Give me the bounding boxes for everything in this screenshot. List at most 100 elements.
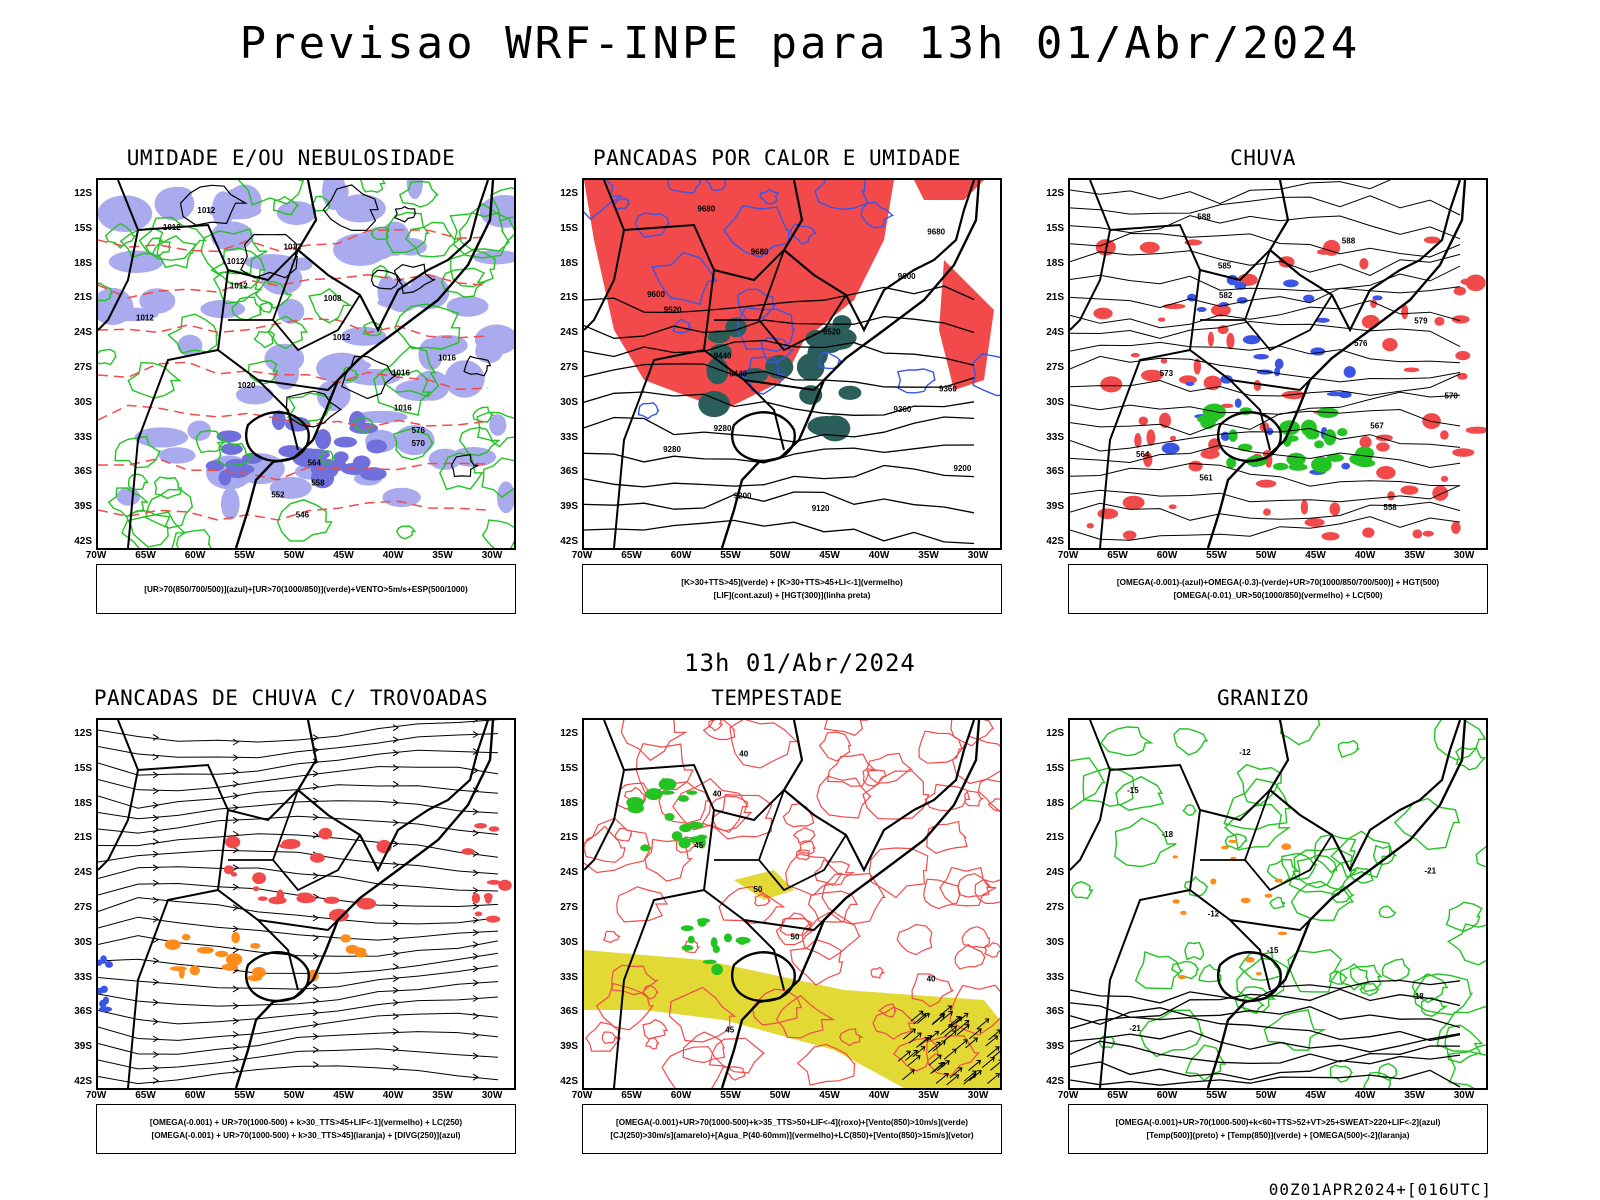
streamline-arrow bbox=[392, 919, 399, 927]
contour-label: 1012 bbox=[197, 206, 215, 215]
border-line bbox=[782, 180, 976, 333]
wind-850-area-patch bbox=[681, 944, 694, 951]
streamline-arrow bbox=[472, 941, 479, 948]
jet-stream-yellow bbox=[734, 870, 794, 900]
convective-area-patch bbox=[838, 385, 862, 400]
thunderstorm-area-red-patch bbox=[257, 896, 268, 901]
lifted-index-contours-contour bbox=[705, 180, 726, 192]
streamline-arrow bbox=[392, 999, 399, 1007]
contour-label: 561 bbox=[1199, 474, 1213, 483]
humidity-low-levels-contour bbox=[127, 473, 149, 491]
legend-box: [OMEGA(-0.001)-(azul)+OMEGA(-0.3)-(verde… bbox=[1068, 564, 1488, 614]
geopotential-height-500-line bbox=[1070, 300, 1461, 329]
rain-area-red-patch bbox=[1432, 485, 1449, 501]
legend-line: [LIF](cont.azul) + [HGT(300)](linha pret… bbox=[713, 591, 871, 600]
contour-label: 582 bbox=[1219, 291, 1233, 300]
lon-tick-label: 35W bbox=[1404, 1090, 1425, 1101]
humidity-high-levels-patch bbox=[139, 288, 176, 314]
humidity-high-levels-patch bbox=[473, 249, 514, 265]
rain-area-blue-patch bbox=[1234, 398, 1242, 408]
humidity-high-levels-patch bbox=[276, 201, 317, 226]
humidity-high-levels-patch bbox=[479, 195, 514, 228]
humidity-core-patch bbox=[333, 451, 349, 463]
rain-area-red-patch bbox=[1440, 430, 1449, 440]
map-pancadas-calor: 9680 9680 9680 9600 9600 9520 9520 9440 9440 9360… bbox=[582, 178, 1002, 550]
streamline-arrow bbox=[152, 896, 159, 904]
lon-tick-label: 50W bbox=[1255, 550, 1277, 561]
rain-area-blue-patch bbox=[1185, 381, 1195, 387]
humidity-low-levels-contour bbox=[153, 476, 183, 500]
lon-tick-label: 55W bbox=[1206, 550, 1227, 561]
contour-label: 40 bbox=[713, 790, 722, 799]
precipitable-water-contours-contour bbox=[614, 827, 633, 842]
panel-title: CHUVA bbox=[1230, 146, 1296, 170]
wind-850-area-patch bbox=[626, 796, 644, 808]
contour-label: -18 bbox=[1412, 992, 1424, 1001]
precipitable-water-contours-contour bbox=[964, 790, 985, 807]
temperature-850-contours-contour bbox=[1475, 845, 1486, 868]
rain-area-red-patch bbox=[1157, 317, 1166, 322]
precipitable-water-contours-contour bbox=[595, 982, 655, 1031]
thunderstorm-area-red-patch bbox=[483, 893, 493, 900]
lon-tick-label: 70W bbox=[85, 550, 107, 561]
wind-850-area-patch bbox=[658, 790, 675, 795]
precipitable-water-contours-contour bbox=[708, 720, 724, 732]
lon-tick-label: 60W bbox=[670, 1090, 692, 1101]
contour-label: 9200 bbox=[734, 491, 752, 500]
rain-area-red-patch bbox=[1210, 304, 1231, 317]
streamline bbox=[98, 996, 499, 1025]
omega-500-area-patch bbox=[1277, 931, 1288, 936]
lat-tick-label: 42S bbox=[74, 1076, 92, 1087]
map-canvas: 40 40 45 50 50 40 45 bbox=[584, 720, 1000, 1088]
contour-label: 1012 bbox=[333, 333, 351, 342]
rain-area-red-patch bbox=[1465, 274, 1486, 292]
map-granizo: -12 -15 -18 -21 -12 -15 -18 -21 bbox=[1068, 718, 1488, 1090]
wind-vector bbox=[904, 1050, 918, 1061]
rain-area-green-patch bbox=[1226, 457, 1237, 469]
contour-label: 9600 bbox=[898, 272, 916, 281]
humidity-high-levels-patch bbox=[474, 324, 514, 355]
wind-850-area-patch bbox=[735, 936, 751, 944]
rain-area-blue-patch bbox=[1310, 347, 1326, 356]
lifted-index-contours-contour bbox=[723, 204, 790, 258]
lifted-index-contours-contour bbox=[634, 212, 670, 238]
thunderstorm-area-red-patch bbox=[498, 879, 512, 891]
rain-area-red-patch bbox=[1387, 491, 1396, 501]
humidity-high-levels-patch bbox=[223, 188, 244, 219]
precipitable-water-contours-contour bbox=[918, 730, 963, 764]
temperature-850-contours-contour bbox=[1444, 1024, 1484, 1064]
atlantic-coastline bbox=[234, 180, 495, 548]
contour-label: 1012 bbox=[284, 243, 302, 252]
streamline-arrow bbox=[472, 929, 479, 937]
humidity-high-levels-patch bbox=[394, 238, 427, 256]
streamline-arrow bbox=[392, 736, 399, 744]
lon-tick-label: 65W bbox=[1107, 550, 1128, 561]
wind-vector bbox=[935, 1073, 949, 1084]
contour-label: 9440 bbox=[714, 352, 732, 361]
humidity-high-levels-patch bbox=[158, 447, 196, 464]
rain-area-red-patch bbox=[1376, 466, 1396, 480]
streamline-arrow bbox=[472, 731, 479, 738]
map-canvas: -12 -15 -18 -21 -12 -15 -18 -21 bbox=[1070, 720, 1486, 1088]
humidity-low-levels-contour bbox=[398, 180, 440, 208]
panel-granizo: GRANIZO 12S 15S 18S 21S 24S 27S 30S 33S 36S 39S 42S… bbox=[1028, 686, 1498, 1186]
lat-tick-label: 15S bbox=[1046, 762, 1064, 774]
streamline-arrow bbox=[472, 766, 479, 774]
geopotential-height-500-line bbox=[1070, 286, 1461, 309]
rain-area-red-patch bbox=[1207, 331, 1214, 347]
temperature-850-contours-contour bbox=[1447, 1044, 1486, 1088]
lat-tick-label: 36S bbox=[560, 466, 578, 478]
lon-tick-label: 55W bbox=[720, 550, 741, 561]
streamline-arrow bbox=[232, 864, 239, 872]
border-line bbox=[296, 720, 490, 873]
rain-area-red-patch bbox=[1465, 426, 1486, 434]
contour-label: 1012 bbox=[136, 313, 154, 322]
temperature-850-contours-contour bbox=[1184, 941, 1205, 961]
streamline-arrow bbox=[152, 733, 159, 741]
temperature-850-contours-contour bbox=[1349, 964, 1383, 993]
wind-vector bbox=[943, 1048, 957, 1060]
lon-tick-label: 60W bbox=[184, 550, 206, 561]
precipitable-water-contours-contour bbox=[987, 798, 1000, 812]
humidity-low-levels-contour bbox=[125, 510, 171, 548]
precipitable-water-contours-contour bbox=[814, 859, 855, 886]
